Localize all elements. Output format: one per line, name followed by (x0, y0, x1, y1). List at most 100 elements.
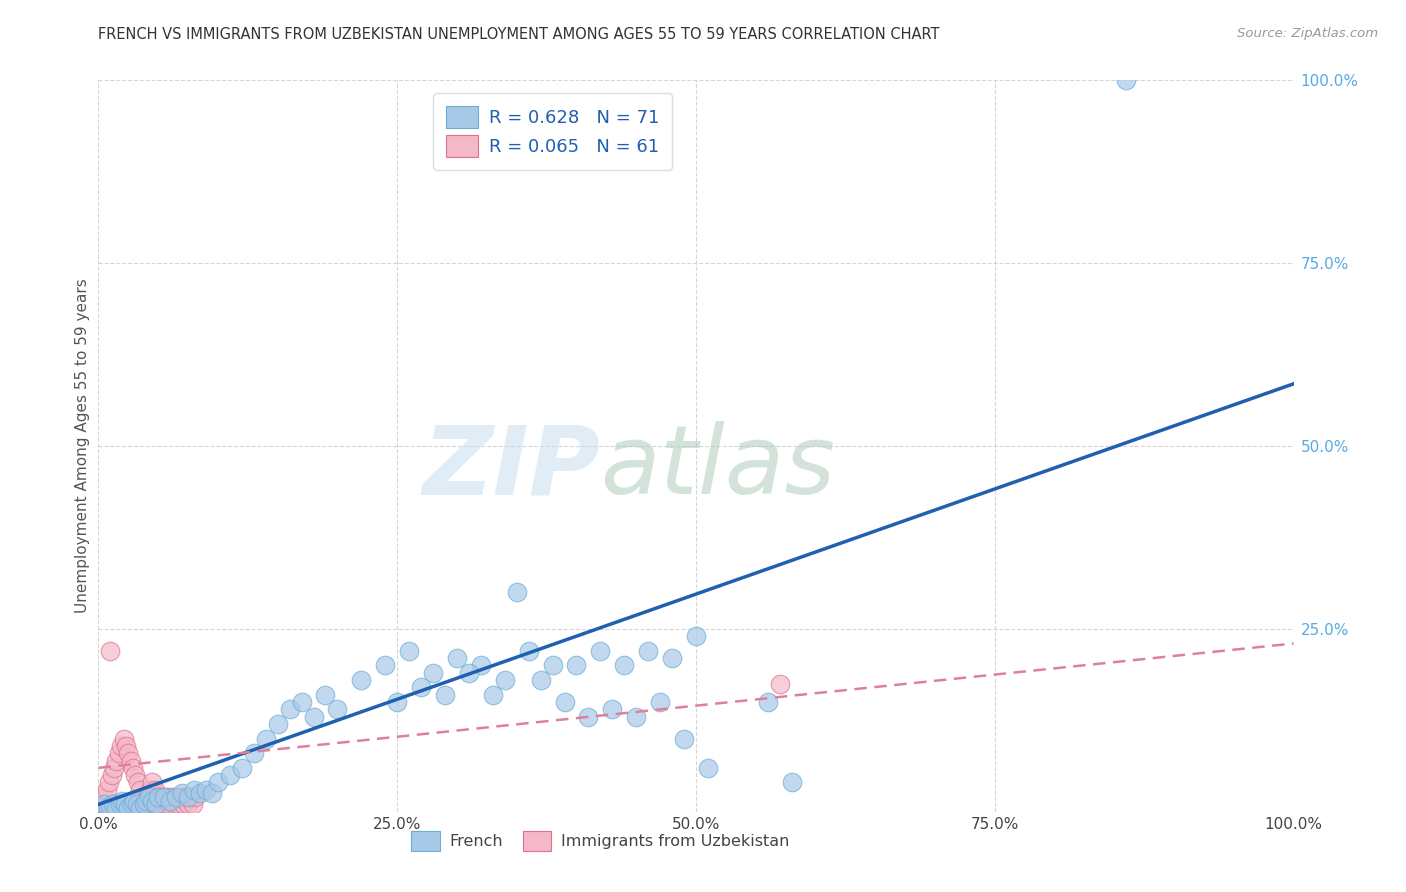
Point (150, 790, 173, 805)
Point (145, 797, 167, 812)
Point (181, 797, 204, 812)
Point (117, 746, 139, 760)
Point (148, 797, 170, 812)
Point (153, 797, 176, 812)
Point (104, 801, 127, 815)
Point (101, 797, 124, 812)
Point (494, 673, 516, 687)
Text: ZIP: ZIP (422, 421, 600, 515)
Legend: French, Immigrants from Uzbekistan: French, Immigrants from Uzbekistan (404, 823, 797, 859)
Point (565, 658, 588, 673)
Point (122, 761, 145, 775)
Point (96, 782, 118, 797)
Point (107, 746, 129, 760)
Point (128, 801, 150, 815)
Point (422, 665, 444, 680)
Point (124, 794, 146, 808)
Point (172, 797, 194, 812)
Point (177, 797, 200, 812)
Point (129, 801, 152, 815)
Point (183, 782, 205, 797)
Point (350, 673, 373, 687)
Point (172, 787, 194, 801)
Point (141, 775, 163, 789)
Point (648, 695, 672, 709)
Point (184, 790, 207, 805)
Point (138, 790, 160, 805)
Point (170, 790, 193, 805)
Point (98, 775, 121, 789)
Point (458, 665, 481, 680)
Point (105, 754, 128, 768)
Point (231, 761, 253, 775)
Point (697, 761, 720, 775)
Point (163, 797, 186, 812)
Point (194, 782, 218, 797)
Point (103, 761, 125, 775)
Point (93, 790, 115, 805)
Point (254, 731, 277, 746)
Point (576, 709, 599, 723)
Point (131, 790, 153, 805)
Point (374, 658, 396, 673)
Point (98, 801, 122, 815)
Point (110, 739, 132, 753)
Point (125, 797, 148, 812)
Text: Source: ZipAtlas.com: Source: ZipAtlas.com (1237, 27, 1378, 40)
Point (148, 790, 170, 805)
Point (105, 801, 128, 815)
Point (446, 651, 468, 665)
Point (174, 790, 197, 805)
Point (780, 775, 803, 789)
Point (157, 797, 180, 812)
Point (125, 797, 148, 812)
Point (201, 787, 224, 801)
Point (135, 797, 157, 812)
Point (411, 681, 433, 695)
Point (673, 731, 696, 746)
Point (111, 797, 134, 812)
Point (108, 797, 131, 812)
Point (115, 739, 138, 753)
Point (481, 688, 505, 702)
Point (159, 794, 181, 808)
Point (207, 775, 229, 789)
Point (219, 768, 242, 782)
Point (134, 797, 156, 812)
Point (433, 688, 456, 702)
Point (398, 644, 420, 658)
Point (117, 801, 139, 815)
Point (97, 801, 120, 815)
Point (506, 585, 529, 599)
Point (100, 768, 122, 782)
Point (385, 695, 409, 709)
Point (121, 797, 143, 812)
Point (107, 797, 129, 812)
Point (267, 717, 290, 731)
Point (602, 702, 624, 716)
Point (108, 801, 131, 815)
Point (136, 790, 159, 805)
Point (124, 768, 146, 782)
Point (637, 644, 659, 658)
Point (131, 797, 153, 812)
Point (124, 801, 146, 815)
Point (685, 629, 707, 643)
Point (120, 754, 142, 768)
Point (179, 790, 201, 805)
Point (768, 676, 790, 690)
Point (167, 797, 190, 812)
Point (114, 801, 136, 815)
Point (756, 695, 779, 709)
Point (127, 775, 149, 789)
Point (111, 794, 134, 808)
Point (243, 746, 266, 760)
Point (121, 797, 143, 812)
Point (101, 797, 124, 812)
Point (470, 658, 492, 673)
Point (315, 688, 337, 702)
Point (139, 782, 162, 797)
Point (1115, 73, 1137, 87)
Point (155, 790, 177, 805)
Point (541, 658, 564, 673)
